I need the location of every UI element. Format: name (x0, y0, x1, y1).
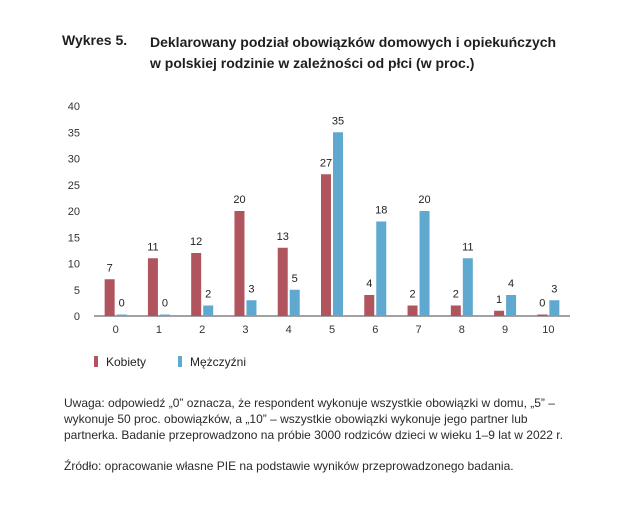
data-label-mezczyzni-7: 20 (418, 194, 430, 206)
x-tick-label: 2 (199, 324, 205, 336)
x-tick-label: 5 (329, 324, 335, 336)
data-label-kobiety-4: 13 (277, 231, 289, 243)
data-label-mezczyzni-1: 0 (162, 298, 168, 310)
legend-label-kobiety: Kobiety (106, 355, 146, 369)
bar-mezczyzni-5 (333, 132, 343, 316)
bar-kobiety-8 (450, 305, 461, 316)
data-label-mezczyzni-5: 35 (332, 115, 344, 127)
data-label-mezczyzni-8: 11 (462, 241, 473, 253)
x-tick-label: 3 (242, 324, 248, 336)
data-label-kobiety-7: 2 (409, 289, 415, 301)
figure-label: Wykres 5. (62, 32, 128, 48)
bar-kobiety-4 (277, 247, 288, 316)
legend-label-mezczyzni: Mężczyźni (190, 355, 246, 369)
data-label-kobiety-2: 12 (190, 236, 202, 248)
bar-mezczyzni-1 (159, 314, 170, 316)
bar-mezczyzni-4 (289, 289, 300, 316)
bar-mezczyzni-9 (506, 295, 517, 316)
legend-swatch-kobiety (94, 356, 98, 367)
bar-kobiety-1 (147, 258, 158, 316)
x-tick-label: 4 (286, 324, 292, 336)
bar-kobiety-0 (104, 279, 115, 316)
bar-chart: 0510152025303540700110112222033135427355… (68, 101, 570, 369)
data-label-kobiety-6: 4 (366, 278, 372, 290)
x-tick-label: 6 (372, 324, 378, 336)
data-label-mezczyzni-2: 2 (205, 289, 211, 301)
bar-kobiety-7 (407, 305, 418, 316)
bar-kobiety-6 (364, 295, 375, 316)
y-tick-label: 40 (68, 101, 80, 113)
data-label-mezczyzni-4: 5 (292, 273, 298, 285)
bar-mezczyzni-8 (462, 258, 473, 316)
bar-mezczyzni-2 (203, 305, 214, 316)
bar-mezczyzni-0 (116, 314, 127, 316)
y-tick-label: 25 (68, 180, 80, 192)
y-tick-label: 30 (68, 154, 80, 166)
x-tick-label: 9 (502, 324, 508, 336)
chart-title-line-2: w polskiej rodzinie w zależności od płci… (150, 55, 475, 71)
data-label-mezczyzni-0: 0 (119, 298, 125, 310)
x-tick-label: 8 (459, 324, 465, 336)
chart-title-line-1: Deklarowany podział obowiązków domowych … (150, 34, 557, 50)
y-tick-label: 0 (74, 311, 80, 323)
data-label-mezczyzni-6: 18 (375, 205, 387, 217)
data-label-mezczyzni-10: 3 (551, 283, 557, 295)
data-label-kobiety-3: 20 (233, 194, 245, 206)
x-tick-label: 10 (542, 324, 554, 336)
bar-mezczyzni-3 (246, 300, 257, 316)
bar-kobiety-5 (321, 174, 331, 316)
bar-kobiety-9 (494, 310, 505, 316)
data-label-kobiety-9: 1 (496, 294, 502, 306)
y-tick-label: 35 (68, 127, 80, 139)
data-label-mezczyzni-3: 3 (248, 283, 254, 295)
y-tick-label: 20 (68, 206, 80, 218)
y-tick-label: 10 (68, 259, 80, 271)
bar-kobiety-3 (234, 211, 245, 316)
y-tick-label: 5 (74, 285, 80, 297)
chart-source: Źródło: opracowanie własne PIE na podsta… (64, 459, 514, 473)
bar-kobiety-2 (191, 253, 202, 316)
x-tick-label: 7 (415, 324, 421, 336)
bar-mezczyzni-6 (376, 221, 387, 316)
data-label-mezczyzni-9: 4 (508, 278, 514, 290)
data-label-kobiety-10: 0 (539, 298, 545, 310)
legend-swatch-mezczyzni (178, 356, 182, 367)
x-tick-label: 0 (113, 324, 119, 336)
bar-mezczyzni-7 (419, 211, 430, 316)
chart-note: Uwaga: odpowiedź „0” oznacza, że respond… (64, 396, 563, 442)
chart-title: Deklarowany podział obowiązków domowych … (150, 32, 580, 74)
data-label-kobiety-1: 11 (147, 241, 158, 253)
bar-kobiety-10 (537, 314, 548, 316)
bar-mezczyzni-10 (549, 300, 560, 316)
data-label-kobiety-8: 2 (453, 289, 459, 301)
data-label-kobiety-0: 7 (107, 262, 113, 274)
x-tick-label: 1 (156, 324, 162, 336)
y-tick-label: 15 (68, 232, 80, 244)
data-label-kobiety-5: 27 (320, 157, 332, 169)
